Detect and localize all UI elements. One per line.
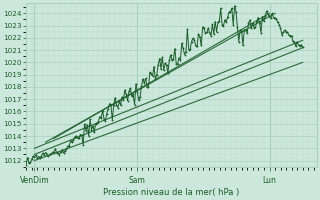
X-axis label: Pression niveau de la mer( hPa ): Pression niveau de la mer( hPa ) xyxy=(103,188,239,197)
